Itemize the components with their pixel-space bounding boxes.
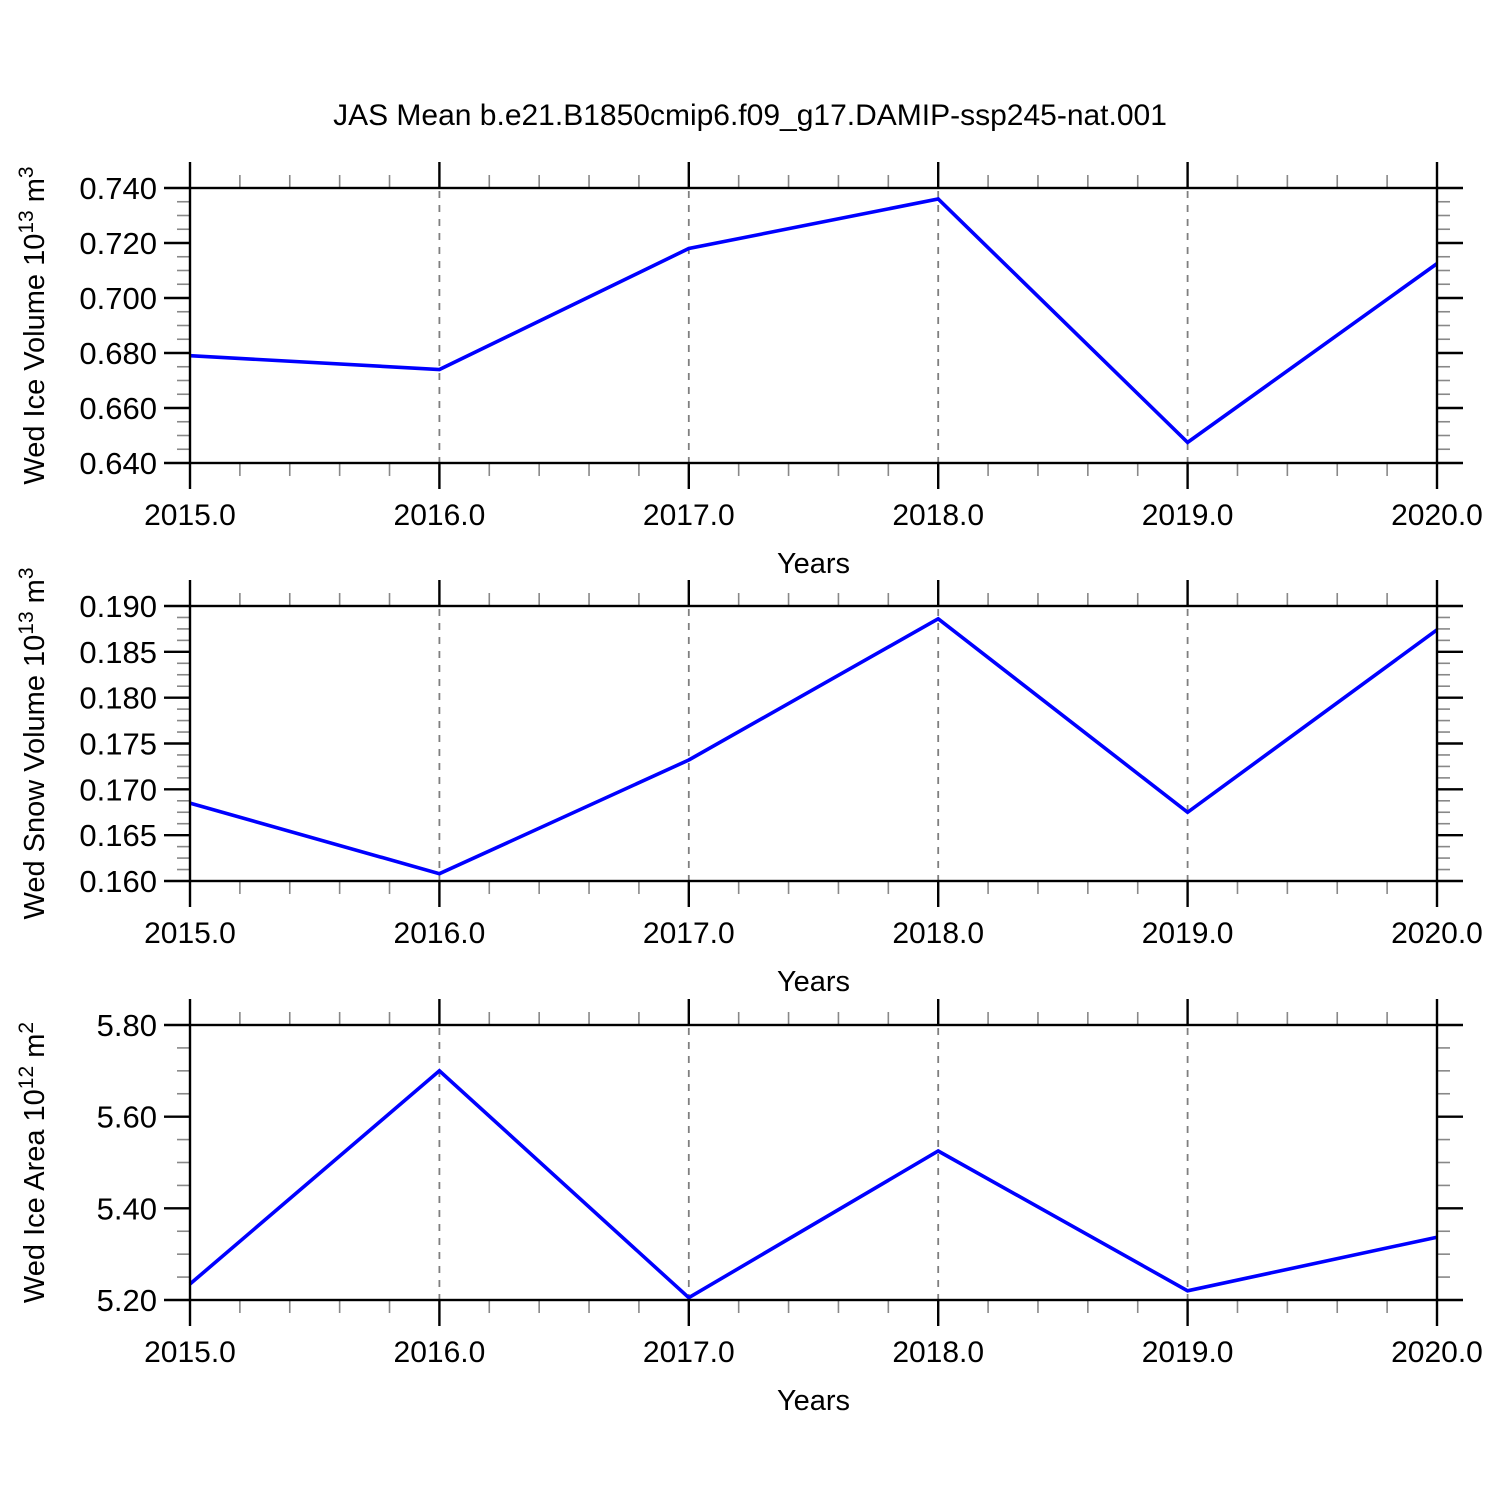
plot-title: JAS Mean b.e21.B1850cmip6.f09_g17.DAMIP-… xyxy=(333,99,1167,132)
chart-snow-volume: 2015.0 2016.0 2017.0 2018.0 2019.0 2020.0 0.16… xyxy=(15,567,1483,998)
x-tick-label: 2019.0 xyxy=(1142,917,1234,950)
data-line-ice-area xyxy=(188,1068,1438,1300)
x-tick-label: 2019.0 xyxy=(1142,499,1234,532)
y-tick-label: 0.165 xyxy=(79,818,157,853)
x-tick-label: 2015.0 xyxy=(144,1336,236,1369)
y-tick-label: 0.700 xyxy=(79,281,157,316)
x-tick-label: 2016.0 xyxy=(394,499,486,532)
y-tick-label: 0.180 xyxy=(79,681,157,716)
chart-ice-volume: 2015.0 2016.0 2017.0 2018.0 2019.0 2020.0 0.64… xyxy=(15,162,1483,580)
y-axis-label: Wed Ice Volume 1013 m3 xyxy=(15,166,51,484)
x-tick-label: 2020.0 xyxy=(1391,917,1483,950)
y-tick-label: 5.40 xyxy=(97,1191,157,1226)
x-tick-label: 2018.0 xyxy=(892,499,984,532)
y-tick-label: 0.640 xyxy=(79,446,157,481)
x-tick-label: 2018.0 xyxy=(892,1336,984,1369)
y-tick-label: 0.740 xyxy=(79,171,157,206)
plot-frame xyxy=(188,186,1439,465)
x-tick-label: 2016.0 xyxy=(394,1336,486,1369)
y-tick-label: 0.680 xyxy=(79,336,157,371)
y-axis-label: Wed Ice Area 1012 m2 xyxy=(15,1022,51,1303)
x-tick-label: 2017.0 xyxy=(643,917,735,950)
x-axis-label: Years xyxy=(777,548,850,580)
x-tick-label: 2017.0 xyxy=(643,1336,735,1369)
y-tick-label: 5.80 xyxy=(97,1008,157,1043)
x-tick-label: 2017.0 xyxy=(643,499,735,532)
data-line-ice-volume xyxy=(189,197,1439,445)
y-tick-label: 0.190 xyxy=(79,589,157,624)
plot-frame xyxy=(188,604,1439,883)
x-tick-label: 2019.0 xyxy=(1142,1336,1234,1369)
y-tick-label: 0.175 xyxy=(79,727,157,762)
x-tick-label: 2015.0 xyxy=(144,917,236,950)
x-tick-label: 2016.0 xyxy=(394,917,486,950)
data-line-snow-volume xyxy=(189,616,1439,876)
y-tick-label: 0.160 xyxy=(79,864,157,899)
y-tick-label: 0.660 xyxy=(79,391,157,426)
y-tick-label: 0.170 xyxy=(79,772,157,807)
x-axis-label: Years xyxy=(777,1385,850,1417)
y-tick-label: 0.720 xyxy=(79,226,157,261)
x-tick-label: 2020.0 xyxy=(1391,499,1483,532)
x-tick-label: 2018.0 xyxy=(892,917,984,950)
y-tick-label: 5.20 xyxy=(97,1283,157,1318)
y-tick-label: 0.185 xyxy=(79,635,157,670)
x-tick-label: 2015.0 xyxy=(144,499,236,532)
x-axis-label: Years xyxy=(777,966,850,998)
y-axis-label: Wed Snow Volume 1013 m3 xyxy=(15,567,51,919)
y-tick-label: 5.60 xyxy=(97,1100,157,1135)
x-tick-label: 2020.0 xyxy=(1391,1336,1483,1369)
chart-ice-area: 2015.0 2016.0 2017.0 2018.0 2019.0 2020.0 5.20… xyxy=(15,999,1483,1417)
plot-frame xyxy=(188,1023,1439,1302)
